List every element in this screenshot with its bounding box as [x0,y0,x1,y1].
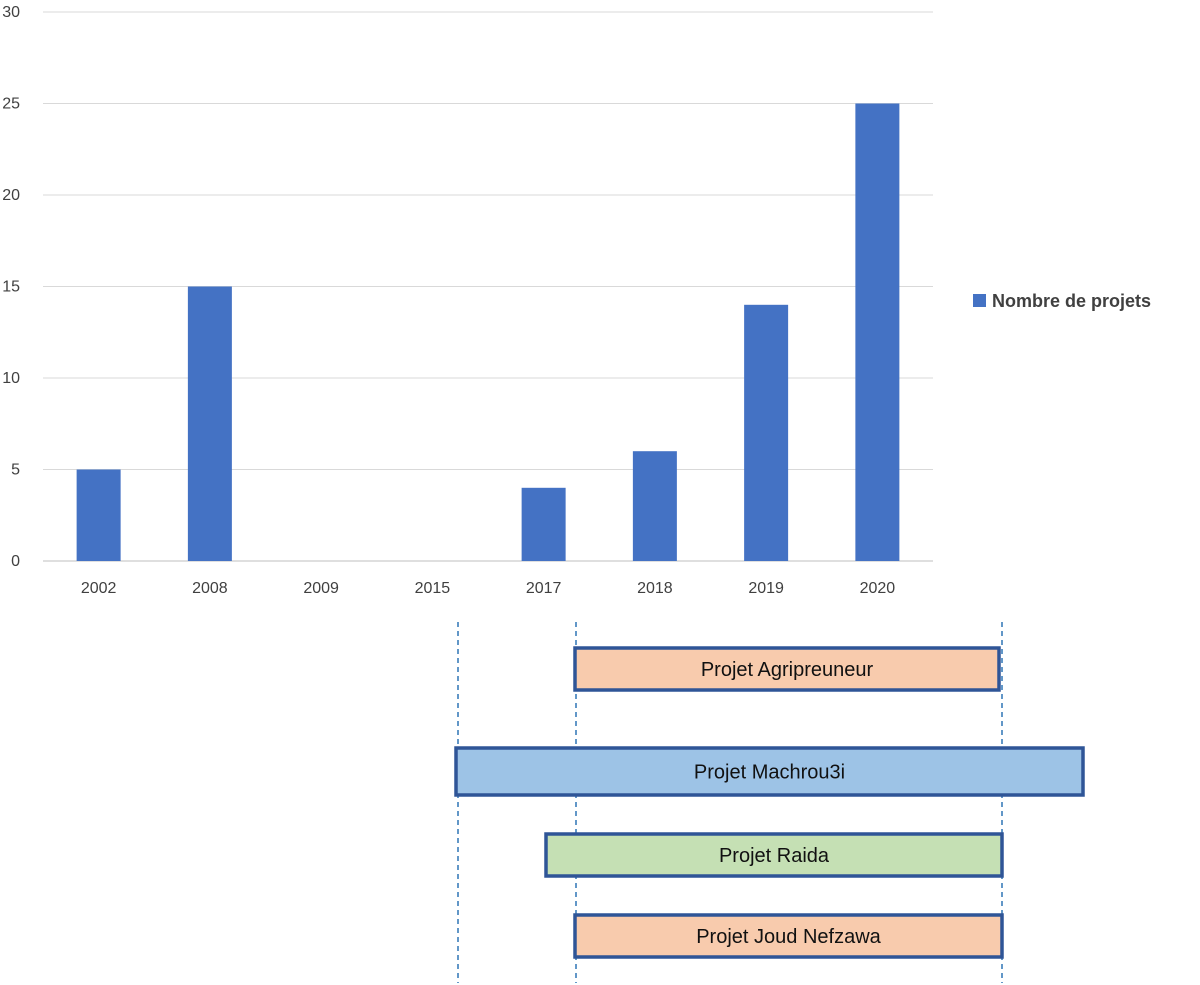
bar-2020 [855,103,900,561]
y-tick-label: 5 [11,462,20,479]
x-tick-label: 2015 [415,580,451,597]
y-tick-label: 15 [2,279,20,296]
project-bar-label: Projet Raida [719,845,830,867]
x-tick-label: 2008 [192,580,228,597]
gridlines [43,11,933,470]
bar-2018 [632,451,677,561]
project-bar-box [454,746,1085,797]
project-bar-box [544,832,1004,878]
timeline-project-bar: Projet Agripreuneur [573,646,1001,692]
project-bar-box [573,913,1004,959]
project-bar-label: Projet Joud Nefzawa [696,926,881,948]
y-tick-label: 25 [2,96,20,113]
y-tick-label: 30 [2,4,20,21]
axes: 0 5 10 15 20 25 30 2002 2008 2009 2015 2017 2018 2019… [2,4,933,597]
project-bar-box [573,646,1001,692]
bar-2008 [187,286,232,561]
x-tick-label: 2009 [303,580,339,597]
legend: Nombre de projets [973,291,1151,311]
project-timeline: Projet Agripreuneur Projet Machrou3i Proje… [454,622,1085,983]
timeline-project-bar: Projet Joud Nefzawa [573,913,1004,959]
project-bar-label: Projet Agripreuneur [701,659,874,681]
x-tick-label: 2017 [526,580,562,597]
legend-label: Nombre de projets [992,291,1151,311]
x-tick-label: 2002 [81,580,117,597]
y-tick-label: 10 [2,370,20,387]
bar-series [76,103,900,561]
timeline-project-bar: Projet Raida [544,832,1004,878]
timeline-project-bar: Projet Machrou3i [454,746,1085,797]
bar-2017 [521,487,566,561]
bar-2002 [76,469,121,561]
legend-swatch [973,294,986,307]
y-tick-label: 0 [11,553,20,570]
x-tick-label: 2020 [860,580,896,597]
project-bar-label: Projet Machrou3i [694,762,845,784]
bar-2019 [744,304,789,561]
x-tick-label: 2019 [748,580,784,597]
y-tick-label: 20 [2,187,20,204]
x-tick-label: 2018 [637,580,673,597]
